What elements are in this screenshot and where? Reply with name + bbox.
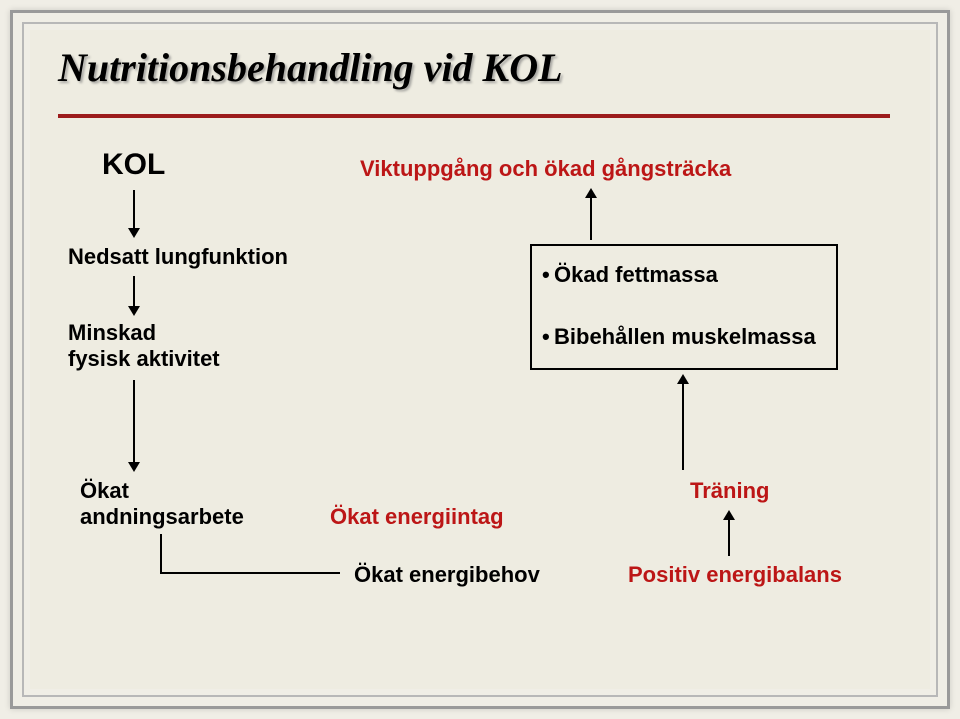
arrow-activity-to-breath-head	[128, 462, 140, 472]
arrow-lung-to-activity-head	[128, 306, 140, 316]
node-kol: KOL	[102, 148, 165, 182]
arrow-lung-to-activity-line	[133, 276, 135, 306]
slide-outer-frame: Nutritionsbehandling vid KOL KOL Viktupp…	[0, 0, 960, 719]
bullet-fat-dot: •	[542, 262, 550, 288]
node-breath-l2: andningsarbete	[80, 504, 244, 530]
slide-canvas: Nutritionsbehandling vid KOL KOL Viktupp…	[30, 30, 930, 689]
arrow-box-to-outcome-line	[590, 198, 592, 240]
bullet-fat-text: Ökad fettmassa	[554, 262, 718, 288]
connector-breath-across	[160, 572, 340, 574]
bullet-muscle-text: Bibehållen muskelmassa	[554, 324, 816, 350]
node-intake: Ökat energiintag	[330, 504, 504, 530]
arrow-training-to-box-line	[682, 384, 684, 470]
arrow-activity-to-breath-line	[133, 380, 135, 462]
arrow-balance-to-training-head	[723, 510, 735, 520]
node-activity-l1: Minskad	[68, 320, 156, 346]
node-outcome: Viktuppgång och ökad gångsträcka	[360, 156, 731, 182]
node-activity-l2: fysisk aktivitet	[68, 346, 220, 372]
arrow-kol-to-lung-head	[128, 228, 140, 238]
arrow-training-to-box-head	[677, 374, 689, 384]
node-energy-need: Ökat energibehov	[354, 562, 540, 588]
page-title: Nutritionsbehandling vid KOL	[58, 44, 563, 91]
connector-breath-down	[160, 534, 162, 574]
node-breath-l1: Ökat	[80, 478, 129, 504]
title-rule	[58, 114, 890, 118]
node-lung: Nedsatt lungfunktion	[68, 244, 288, 270]
node-training: Träning	[690, 478, 769, 504]
bullet-muscle-dot: •	[542, 324, 550, 350]
arrow-kol-to-lung-line	[133, 190, 135, 228]
arrow-balance-to-training-line	[728, 520, 730, 556]
arrow-box-to-outcome-head	[585, 188, 597, 198]
node-balance: Positiv energibalans	[628, 562, 842, 588]
